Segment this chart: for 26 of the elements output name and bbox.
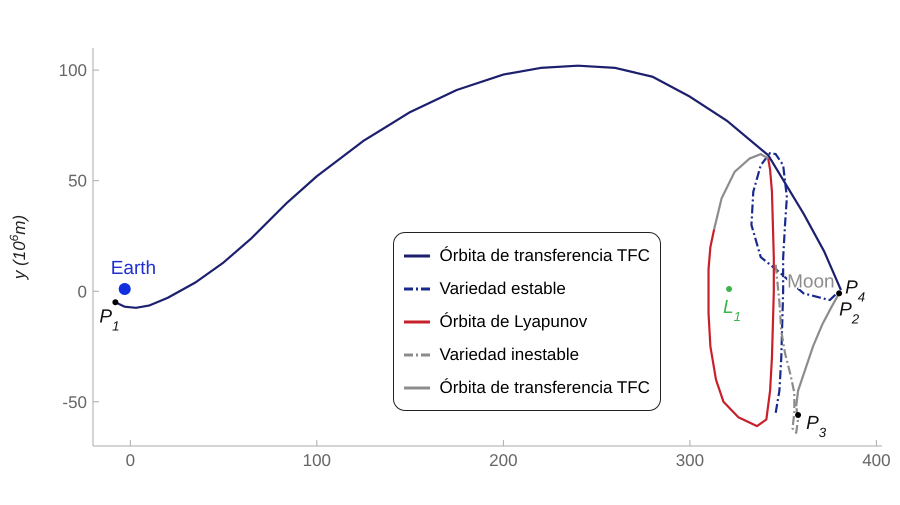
x-tick-label: 200: [489, 451, 518, 470]
annotation: P$_{3}$: [806, 413, 827, 440]
annotation: P$_{1}$: [99, 306, 120, 333]
y-tick-label: -50: [62, 392, 87, 412]
annotation: Moon: [787, 271, 835, 292]
x-tick-label: 0: [126, 451, 136, 470]
legend-label: Órbita de transferencia TFC: [440, 378, 650, 398]
annotation: Earth: [110, 258, 156, 280]
legend-label: Variedad estable: [440, 278, 566, 298]
x-tick-label: 300: [676, 451, 704, 470]
annotation: P$_{2}$: [839, 299, 860, 326]
annotation: L$_{1}$: [723, 297, 742, 324]
point: [118, 283, 131, 296]
legend-label: Órbita de Lyapunov: [440, 312, 588, 332]
x-tick-label: 400: [862, 451, 891, 470]
legend-label: Variedad inestable: [440, 344, 580, 364]
point: [795, 412, 802, 418]
point: [726, 286, 732, 292]
y-tick-label: 100: [58, 61, 87, 80]
y-tick-label: 50: [68, 172, 87, 191]
point: [836, 290, 842, 296]
legend-label: Órbita de transferencia TFC: [440, 246, 650, 266]
line-series: [707, 157, 775, 428]
y-tick-label: 0: [78, 282, 87, 302]
point: [112, 299, 118, 306]
x-tick-label: 100: [302, 451, 332, 470]
